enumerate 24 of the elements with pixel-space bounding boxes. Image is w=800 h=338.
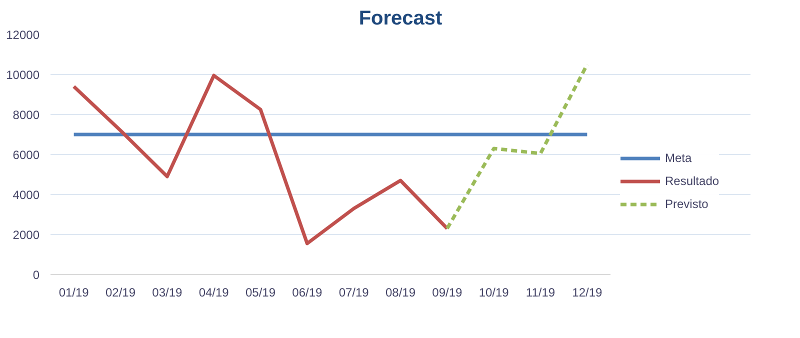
y-tick-label: 8000 [12,108,40,122]
x-tick-label: 09/19 [432,286,463,300]
x-tick-label: 11/19 [526,286,556,300]
y-tick-label: 4000 [12,188,40,202]
y-tick-label: 6000 [12,148,40,162]
legend-label: Meta [665,151,692,165]
line-series [72,74,449,246]
x-tick-label: 07/19 [338,286,370,300]
chart-title: Forecast [358,8,443,30]
x-tick-label: 05/19 [245,286,276,300]
y-tick-label: 2000 [12,228,40,242]
x-tick-label: 03/19 [152,286,183,300]
x-tick-label: 04/19 [198,286,230,300]
x-tick-label: 02/19 [105,286,136,300]
x-tick-label: 12/19 [572,286,603,300]
x-tick-label: 10/19 [478,286,510,300]
y-tick-label: 12000 [6,28,40,42]
legend-label: Resultado [665,174,720,188]
x-tick-label: 08/19 [385,286,416,300]
legend-label: Previsto [665,197,708,211]
y-tick-label: 0 [32,268,40,282]
x-tick-label: 01/19 [58,286,90,300]
y-tick-label: 10000 [6,68,40,82]
x-tick-label: 06/19 [292,286,323,300]
